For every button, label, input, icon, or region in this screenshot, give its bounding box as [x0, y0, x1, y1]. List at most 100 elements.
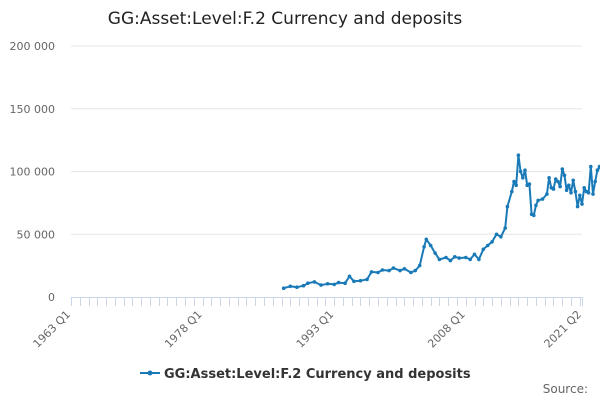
- data-point: [448, 258, 453, 263]
- plot-area: [281, 153, 600, 291]
- x-tick-label: 1993 Q1: [294, 308, 337, 351]
- series-line: [283, 154, 600, 290]
- data-point: [281, 286, 286, 291]
- data-point: [499, 235, 503, 239]
- data-point: [332, 282, 337, 287]
- legend[interactable]: GG:Asset:Level:F.2 Currency and deposits: [140, 367, 471, 382]
- data-point: [376, 270, 380, 275]
- data-point: [424, 237, 429, 242]
- source-label: Source:: [543, 382, 588, 396]
- y-tick-label: 0: [48, 291, 55, 304]
- data-point: [553, 177, 558, 181]
- y-axis: 0 50 000 100 000 150 000 200 000: [10, 40, 56, 304]
- data-point: [558, 184, 562, 189]
- data-point: [551, 187, 556, 191]
- x-tick-label: 1963 Q1: [31, 308, 74, 351]
- data-point: [503, 226, 508, 230]
- data-point: [505, 204, 510, 209]
- data-point: [578, 193, 582, 198]
- legend-marker-icon: [147, 370, 153, 376]
- y-tick-label: 150 000: [10, 103, 56, 116]
- data-point: [540, 197, 545, 201]
- data-point: [521, 176, 525, 180]
- data-point: [512, 179, 516, 184]
- data-point: [422, 245, 426, 249]
- data-point: [457, 256, 462, 260]
- data-point: [477, 257, 481, 262]
- data-point: [575, 204, 580, 209]
- data-point: [527, 182, 532, 186]
- data-point: [306, 281, 310, 286]
- data-point: [468, 257, 473, 262]
- y-tick-label: 50 000: [17, 228, 56, 241]
- data-point: [534, 203, 538, 208]
- data-point: [567, 183, 571, 188]
- data-point: [391, 266, 396, 270]
- data-point: [444, 255, 448, 260]
- data-point: [481, 247, 486, 252]
- data-point: [295, 285, 299, 290]
- data-point: [352, 279, 356, 284]
- data-point: [319, 283, 323, 287]
- data-point: [453, 254, 457, 259]
- data-point: [591, 192, 595, 196]
- data-point: [398, 268, 402, 273]
- data-point: [569, 191, 573, 195]
- data-point: [580, 202, 584, 206]
- data-point: [562, 173, 567, 178]
- x-tick-label: 1978 Q1: [162, 308, 205, 351]
- data-point: [564, 188, 569, 193]
- data-point: [428, 243, 433, 248]
- data-point: [325, 282, 330, 286]
- data-point: [589, 164, 593, 169]
- data-point: [413, 268, 418, 273]
- data-point: [347, 274, 352, 279]
- data-point: [369, 270, 374, 274]
- chart-title: GG:Asset:Level:F.2 Currency and deposits: [108, 9, 463, 29]
- data-point: [545, 192, 549, 196]
- data-point: [595, 168, 600, 172]
- data-point: [523, 168, 527, 172]
- data-point: [472, 252, 477, 257]
- data-point: [586, 191, 591, 195]
- x-tick-label: 2021 Q2: [542, 308, 585, 351]
- data-point: [547, 176, 551, 180]
- data-point: [485, 243, 490, 248]
- data-point: [597, 164, 600, 169]
- y-tick-label: 100 000: [10, 166, 56, 179]
- x-axis: 1963 Q1 1978 Q1 1993 Q1 2008 Q1 2021 Q2: [31, 297, 585, 351]
- data-point: [514, 183, 518, 188]
- data-point: [288, 284, 293, 289]
- data-point: [573, 189, 578, 194]
- data-point: [582, 186, 586, 190]
- data-point: [402, 267, 407, 271]
- data-point: [593, 179, 597, 184]
- data-point: [343, 281, 347, 286]
- data-point: [312, 280, 317, 284]
- data-point: [510, 189, 514, 194]
- x-tick-label: 2008 Q1: [425, 308, 468, 351]
- data-point: [532, 213, 536, 218]
- data-point: [560, 167, 565, 171]
- data-point: [417, 263, 422, 268]
- data-point: [556, 179, 560, 184]
- data-point: [336, 280, 341, 285]
- data-point: [490, 240, 494, 244]
- data-point: [387, 268, 391, 273]
- gridlines: [71, 45, 582, 235]
- data-point: [433, 251, 437, 255]
- data-point: [494, 232, 499, 237]
- data-point: [536, 198, 540, 203]
- data-point: [437, 257, 442, 262]
- data-point: [301, 283, 306, 288]
- legend-label[interactable]: GG:Asset:Level:F.2 Currency and deposits: [164, 367, 471, 382]
- data-point: [571, 178, 575, 183]
- data-point: [516, 153, 521, 157]
- data-point: [409, 270, 413, 275]
- data-point: [380, 268, 385, 272]
- data-point: [358, 278, 363, 283]
- data-point: [365, 277, 369, 282]
- y-tick-label: 200 000: [10, 40, 56, 53]
- data-point: [518, 169, 523, 174]
